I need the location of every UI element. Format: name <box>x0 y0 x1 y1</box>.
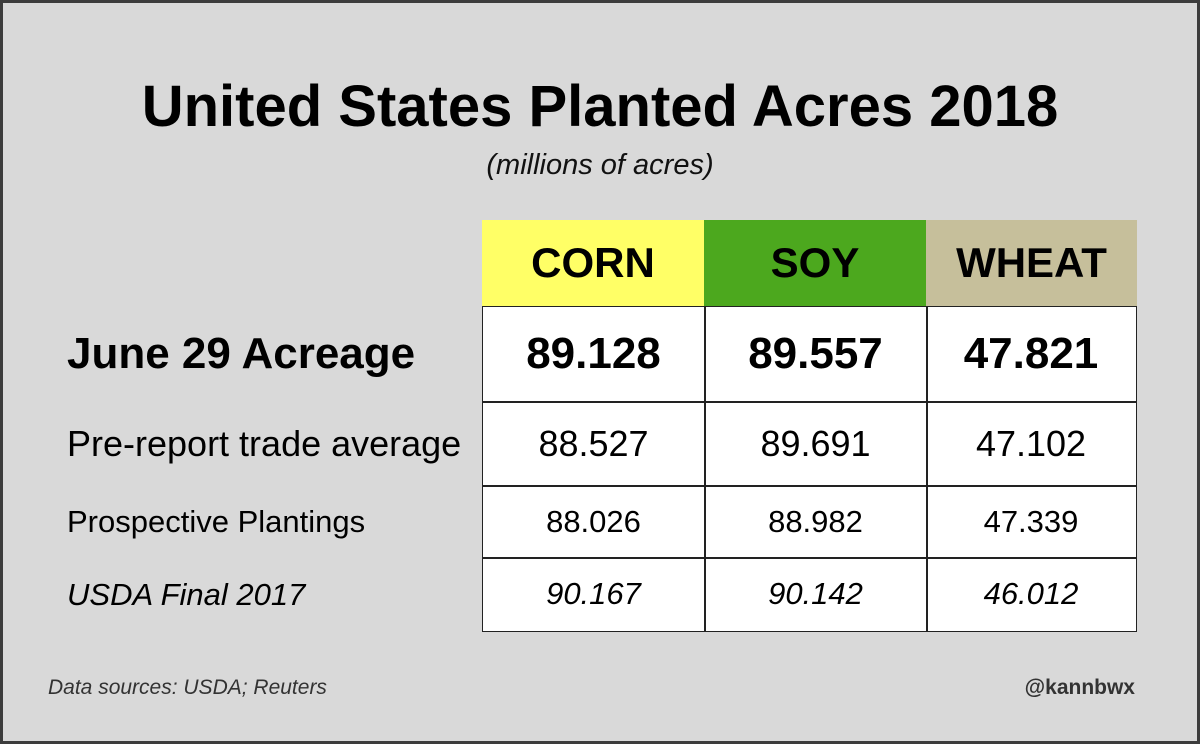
chart-title: United States Planted Acres 2018 <box>141 74 1059 139</box>
cell-final2017-wheat: 46.012 <box>983 576 1079 611</box>
cell-final2017-soy: 90.142 <box>768 576 863 611</box>
cell-prospective-corn: 88.026 <box>546 503 641 539</box>
cell-june29-corn: 89.128 <box>526 329 661 378</box>
cell-trade-avg-wheat: 47.102 <box>975 422 1087 464</box>
cell-prospective-wheat: 47.339 <box>983 503 1079 539</box>
column-header-corn: CORN <box>482 220 704 306</box>
row-divider <box>483 557 1136 559</box>
row-divider <box>483 401 1136 403</box>
cell-june29-soy: 89.557 <box>748 329 883 378</box>
cell-trade-avg-corn: 88.527 <box>538 422 649 464</box>
cell-prospective-soy: 88.982 <box>768 503 863 539</box>
column-divider <box>704 307 706 631</box>
cell-june29-wheat: 47.821 <box>963 329 1099 378</box>
cell-final2017-corn: 90.167 <box>546 576 641 611</box>
data-table: 89.128 89.557 47.821 88.527 89.691 47.10… <box>482 306 1137 632</box>
column-header-wheat: WHEAT <box>926 220 1137 306</box>
column-divider <box>926 307 928 631</box>
row-label-trade-average: Pre-report trade average <box>67 423 462 464</box>
row-label-prospective: Prospective Plantings <box>67 504 366 539</box>
chart-subtitle: (millions of acres) <box>486 149 714 181</box>
author-handle: @kannbwx <box>1024 676 1135 699</box>
source-note: Data sources: USDA; Reuters <box>48 676 327 699</box>
cell-trade-avg-soy: 89.691 <box>760 422 871 464</box>
column-header-soy: SOY <box>704 220 926 306</box>
row-divider <box>483 485 1136 487</box>
row-label-june29: June 29 Acreage <box>67 329 416 378</box>
row-label-final-2017: USDA Final 2017 <box>67 577 306 612</box>
